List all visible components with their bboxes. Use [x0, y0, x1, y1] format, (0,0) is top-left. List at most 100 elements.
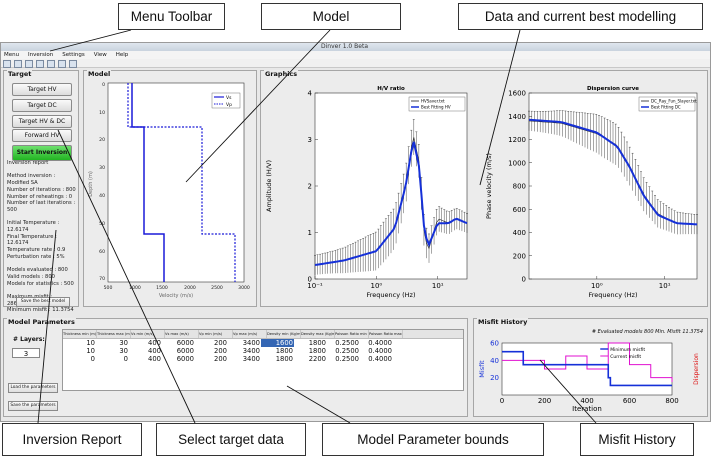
table-cell[interactable]: 0.4000 [368, 347, 392, 355]
column-header[interactable]: Density max (Kg/m^3) [301, 330, 335, 338]
x-tick-label: 600 [623, 397, 636, 405]
table-cell[interactable]: 200 [214, 347, 227, 355]
column-header[interactable]: Poisson Ratio min [335, 330, 369, 338]
table-cell[interactable]: 400 [148, 355, 161, 363]
save-parameters-button[interactable]: Save the parameters [8, 401, 58, 411]
table-cell[interactable]: 3400 [242, 347, 260, 355]
callout-model: Model [261, 3, 401, 30]
load-parameters-button[interactable]: Load the parameters [8, 383, 58, 393]
chart-legend [638, 96, 696, 112]
column-header[interactable]: Thickness max (m) [97, 330, 131, 338]
table-cell[interactable]: 0.4000 [368, 355, 392, 363]
vel-tick-1500: 1500 [156, 285, 168, 291]
layers-input[interactable]: 3 [12, 348, 40, 358]
table-cell[interactable]: 200 [214, 355, 227, 363]
table-cell[interactable]: 2200 [308, 355, 326, 363]
best-fit-line [528, 118, 698, 226]
column-header[interactable]: Vs max (m/s) [165, 330, 199, 338]
legend-vs: Vs [226, 95, 232, 101]
forward-hv-button[interactable]: Forward HV [12, 129, 72, 142]
zoom-icon[interactable] [36, 60, 44, 68]
y-tick-label: 4 [308, 90, 313, 98]
open-icon[interactable] [3, 60, 11, 68]
column-header[interactable]: Vp min (m/s) [199, 330, 233, 338]
table-cell[interactable]: 400 [148, 339, 161, 347]
table-cell[interactable]: 0.2500 [335, 339, 359, 347]
y-tick-label: 1000 [508, 159, 526, 167]
table-cell[interactable]: 6000 [176, 355, 194, 363]
pointer-icon[interactable] [25, 60, 33, 68]
menu-item-menu[interactable]: Menu [4, 52, 20, 58]
save-icon[interactable] [14, 60, 22, 68]
column-header[interactable]: Vs min (m/s) [131, 330, 165, 338]
y-axis-label: Phase velocity (m/s) [485, 153, 493, 219]
table-header: Thickness min (m) Thickness max (m) Vs min… [63, 330, 463, 339]
table-cell[interactable]: 6000 [176, 339, 194, 347]
menu-item-help[interactable]: Help [115, 52, 129, 58]
table-cell[interactable]: 1800 [308, 339, 326, 347]
pan-icon[interactable] [47, 60, 55, 68]
y2-axis-label: Dispersion [693, 353, 700, 385]
model-parameters-panel: Model Parameters # Layers: 3 Load the pa… [3, 318, 468, 417]
x-tick-label: 10¹ [659, 282, 671, 290]
table-cell[interactable]: 0.2500 [335, 347, 359, 355]
table-cell[interactable]: 3400 [242, 339, 260, 347]
column-header[interactable]: Vp max (m/s) [233, 330, 267, 338]
column-header[interactable]: Thickness min (m) [63, 330, 97, 338]
table-cell[interactable]: 6000 [176, 347, 194, 355]
vel-tick-500: 500 [104, 285, 113, 291]
report-line: Models for statistics : 500 [7, 280, 74, 287]
legend-vp: Vp [226, 102, 232, 108]
callout-select-target: Select target data [156, 423, 306, 456]
vel-tick-3000: 3000 [238, 285, 250, 291]
table-cell[interactable]: 200 [214, 339, 227, 347]
print-icon[interactable] [69, 60, 77, 68]
table-cell[interactable]: 400 [148, 347, 161, 355]
table-cell[interactable]: 30 [119, 347, 128, 355]
y-tick-label: 1 [308, 229, 312, 237]
table-cell[interactable]: 0 [90, 355, 95, 363]
callout-inversion-report: Inversion Report [2, 423, 142, 456]
minimum-misfit-line [502, 350, 672, 387]
target-hv-dc-button[interactable]: Target HV & DC [12, 115, 72, 128]
table-cell[interactable]: 1800 [275, 355, 293, 363]
menu-item-view[interactable]: View [93, 52, 107, 58]
model-panel-title: Model [87, 70, 112, 78]
x-tick-label: 200 [538, 397, 551, 405]
menu-item-inversion[interactable]: Inversion [28, 52, 54, 58]
x-axis-label: Frequency (Hz) [366, 291, 415, 299]
menu-item-settings[interactable]: Settings [62, 52, 85, 58]
table-cell[interactable]: 1800 [308, 347, 326, 355]
table-cell[interactable]: 3400 [242, 355, 260, 363]
table-cell[interactable]: 0.4000 [368, 339, 392, 347]
x-tick-label: 10¹ [432, 282, 444, 290]
report-line: Initial Temperature : 12.6174 [7, 220, 60, 233]
y-axis-label: Amplitude (H/V) [265, 160, 273, 212]
table-cell[interactable]: 10 [86, 347, 95, 355]
target-dc-button[interactable]: Target DC [12, 99, 72, 112]
table-cell[interactable]: 0.2500 [335, 355, 359, 363]
vel-tick-1000: 1000 [129, 285, 141, 291]
table-cell[interactable]: 0 [123, 355, 128, 363]
start-inversion-button[interactable]: Start Inversion [12, 145, 72, 161]
arrow-inversion-report [37, 229, 57, 424]
misfit-history-panel: Misfit History # Evaluated models 800 Mi… [473, 318, 708, 417]
target-hv-button[interactable]: Target HV [12, 83, 72, 96]
layers-label: # Layers: [13, 336, 45, 343]
params-panel-title: Model Parameters [7, 318, 76, 326]
vp-profile-line [127, 83, 236, 282]
column-header[interactable]: Poisson Ratio max [369, 330, 403, 338]
model-plot: Vs Vp 0 10 20 30 40 50 60 70 500 1000 15… [88, 82, 250, 299]
column-header[interactable]: Density min (Kg/m^3) [267, 330, 301, 338]
arrow-data-best [479, 29, 521, 186]
table-cell[interactable]: 1600 [261, 339, 294, 347]
y-tick-label: 1400 [508, 113, 526, 121]
grid-icon[interactable] [58, 60, 66, 68]
legend-label-observed: HVSaver.txt [421, 99, 445, 104]
table-cell[interactable]: 1800 [275, 347, 293, 355]
graphics-panel: Graphics H/V ratio 0 1 2 3 4 10⁻¹ 10⁰ 10¹ Frequen… [260, 70, 708, 307]
table-cell[interactable]: 10 [86, 339, 95, 347]
table-cell[interactable]: 30 [119, 339, 128, 347]
save-best-model-button[interactable]: Save the best model [16, 297, 70, 307]
